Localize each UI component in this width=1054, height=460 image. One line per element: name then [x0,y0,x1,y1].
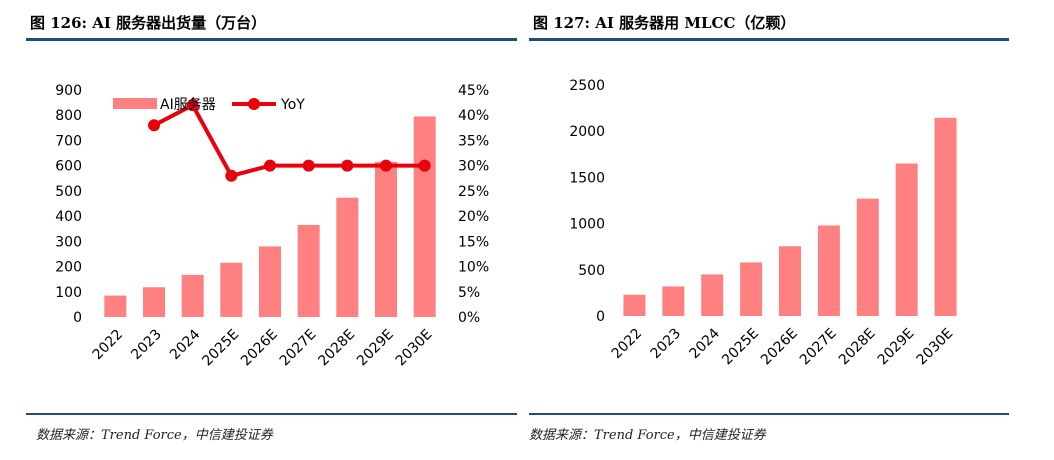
x-tick-label: 2022 [609,326,646,363]
y-tick-label: 2500 [569,78,605,94]
bar-mlcc [662,286,685,316]
y-tick-label: 500 [578,263,605,279]
y2-tick-label: 45% [458,83,489,99]
x-tick-label: 2030E [393,327,436,370]
bar-mlcc [817,225,840,316]
x-tick-label: 2026E [758,326,801,369]
left-chart: 0 100 200 300 400 500 600 700 800 900 0% 5% 10% 15% 20… [55,83,489,370]
left-bottom-rule [26,413,517,415]
right-source-note: 数据来源：Trend Force，中信建投证券 [529,428,766,443]
x-tick-label: 2028E [315,327,358,370]
right-bottom-rule [529,413,1009,415]
x-tick-label: 2027E [277,327,320,370]
x-tick-label: 2022 [90,327,127,364]
x-tick-label: 2030E [914,326,957,369]
yoy-point [380,159,392,172]
bar-ai-server [413,116,436,317]
y-tick-label: 200 [55,260,82,276]
bar-ai-server [104,295,127,317]
y-tick-label: 0 [73,310,82,326]
y2-tick-label: 5% [458,285,480,301]
y-tick-label: 300 [55,234,82,250]
x-tick-label: 2028E [836,326,879,369]
yoy-line [153,103,425,178]
bar-mlcc [701,274,724,316]
y-tick-label: 2000 [569,124,605,140]
bar-mlcc [934,117,957,316]
y2-tick-label: 30% [458,159,489,175]
x-tick-label: 2024 [687,325,724,362]
x-tick-label: 2023 [128,327,165,364]
x-tick-label: 2027E [797,326,840,369]
y-tick-label: 400 [55,209,82,225]
left-title-rule [26,38,517,41]
y-tick-label: 600 [55,159,82,175]
y2-tick-label: 25% [458,184,489,200]
x-tick-label: 2026E [238,327,281,370]
x-tick-label: 2029E [354,327,397,370]
left-figure-title: 图 126: AI 服务器出货量（万台） [30,14,267,32]
yoy-point [302,159,315,172]
bar-mlcc [740,262,763,316]
legend-marker-yoy [248,98,260,110]
yoy-point [148,119,160,132]
y2-tick-label: 40% [458,108,489,124]
right-title-rule [529,38,1009,41]
y-tick-label: 800 [55,108,82,124]
x-tick-label: 2029E [875,326,918,369]
bar-mlcc [779,246,801,316]
y-tick-label: 500 [55,184,82,200]
left-figure-panel: 图 126: AI 服务器出货量（万台） 0 100 200 300 400 500 600… [26,14,517,443]
bar-ai-server [259,246,281,317]
bar-ai-server [220,262,243,317]
y-tick-label: 900 [55,83,82,99]
left-source-note: 数据来源：Trend Force，中信建投证券 [36,428,273,443]
x-tick-label: 2023 [648,326,685,363]
right-figure-title: 图 127: AI 服务器用 MLCC（亿颗） [533,14,796,32]
bar-mlcc [895,163,918,316]
bar-ai-server [375,161,397,317]
legend-label-yoy: YoY [280,97,305,113]
y2-tick-label: 0% [458,310,480,326]
yoy-point [341,159,354,172]
right-figure-panel: 图 127: AI 服务器用 MLCC（亿颗） 0 500 1000 1500 2000… [527,0,1054,460]
y2-tick-label: 20% [458,209,489,225]
bar-ai-server [143,287,165,317]
y2-tick-label: 35% [458,133,489,149]
bar-mlcc [856,198,879,316]
y-tick-label: 0 [596,309,605,325]
yoy-point [418,159,431,172]
yoy-point [225,169,238,182]
legend-label-ai-server: AI服务器 [160,97,216,113]
y-tick-label: 1000 [569,217,605,233]
y-tick-label: 100 [55,285,82,301]
yoy-point [264,159,276,172]
y-tick-label: 1500 [569,170,605,186]
y2-tick-label: 10% [458,260,489,276]
y2-tick-label: 15% [458,234,489,250]
y-tick-label: 700 [55,133,82,149]
x-tick-label: 2024 [167,326,204,363]
x-tick-label: 2025E [199,327,242,370]
bar-ai-server [181,274,204,317]
yoy-point [186,99,199,112]
x-tick-label: 2025E [719,326,762,369]
bar-ai-server [297,224,320,317]
bar-ai-server [336,197,359,317]
bar-mlcc [623,294,646,316]
legend-swatch-ai-server [113,98,157,109]
